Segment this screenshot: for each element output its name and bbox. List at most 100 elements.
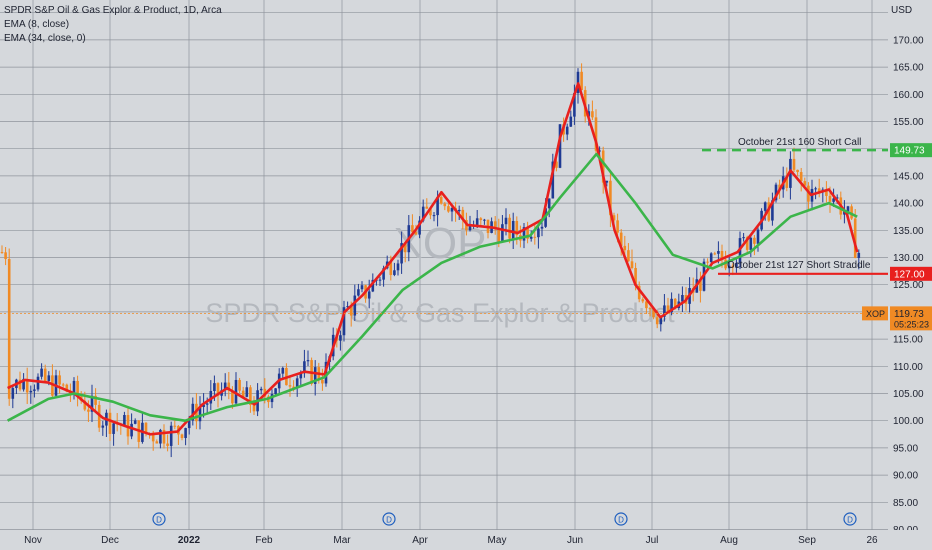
candle-body <box>537 228 540 238</box>
candle-body <box>389 261 393 275</box>
candle <box>447 202 450 213</box>
candle-body <box>756 229 760 244</box>
candle-body <box>774 184 778 201</box>
candle <box>43 364 47 383</box>
candle-body <box>526 227 529 239</box>
legend-title[interactable]: SPDR S&P Oil & Gas Explor & Product, 1D,… <box>4 5 222 16</box>
candle-body <box>591 111 594 118</box>
candle-body <box>400 243 403 264</box>
candle-body <box>436 196 439 216</box>
dividend-circle <box>843 512 857 526</box>
dividend-marker: D <box>152 512 166 526</box>
candle-body <box>292 386 295 389</box>
y-tick-label: 165.00 <box>893 63 924 74</box>
candle-body <box>357 289 360 296</box>
candle-body <box>0 252 4 254</box>
price-tag-call-text: 149.73 <box>894 146 925 157</box>
annotation-layer: October 21st 160 Short Call October 21st … <box>0 137 888 314</box>
x-tick-label: Jul <box>646 535 659 546</box>
candle-body <box>706 261 709 263</box>
candle-body <box>353 295 357 316</box>
candle-body <box>22 378 25 390</box>
candle-body <box>346 306 349 308</box>
candle-body <box>699 279 702 291</box>
candle-body <box>213 383 216 392</box>
candle-body <box>853 218 857 258</box>
candle-body <box>648 308 652 310</box>
candle <box>303 349 306 378</box>
candle-body <box>720 251 724 260</box>
candle-body <box>112 423 115 434</box>
candle-body <box>360 285 364 290</box>
candle-body <box>299 373 303 379</box>
candle-body <box>144 422 148 434</box>
candle <box>699 271 702 303</box>
y-tick-label: 130.00 <box>893 253 924 264</box>
candle-body <box>663 305 666 317</box>
candle <box>756 224 760 252</box>
candle-body <box>7 259 11 399</box>
candle <box>580 63 583 91</box>
candle-body <box>371 279 375 292</box>
candle-body <box>65 384 69 392</box>
candle-body <box>342 307 346 336</box>
candle-body <box>166 443 169 446</box>
legend-ema-slow[interactable]: EMA (34, close, 0) <box>4 33 86 44</box>
candle <box>76 375 79 407</box>
candle <box>238 377 241 394</box>
candle <box>641 297 645 304</box>
candle-body <box>832 198 835 202</box>
candle <box>227 371 231 400</box>
dividend-marker: D <box>843 512 857 526</box>
y-tick-label: 140.00 <box>893 199 924 210</box>
candle <box>735 259 738 273</box>
candle-body <box>666 305 670 313</box>
candle <box>133 418 137 425</box>
candle <box>94 388 97 412</box>
candle <box>630 249 634 270</box>
candle-body <box>295 378 299 389</box>
candle <box>313 360 317 396</box>
candle <box>411 214 414 233</box>
y-tick-label: 170.00 <box>893 35 924 46</box>
candle-body <box>501 224 504 243</box>
candle-body <box>850 206 853 219</box>
candle-body <box>630 261 634 268</box>
price-tag-call: 149.73 <box>890 143 932 158</box>
candle-body <box>745 237 749 250</box>
candle-body <box>540 226 544 229</box>
candle <box>771 192 774 226</box>
candle-body <box>169 425 173 446</box>
candle-body <box>529 236 533 239</box>
y-tick-label: 135.00 <box>893 226 924 237</box>
candle-body <box>555 161 558 168</box>
candle-body <box>659 316 663 325</box>
legend-ema-fast[interactable]: EMA (8, close) <box>4 19 70 30</box>
candle-body <box>281 367 285 374</box>
candle-body <box>573 93 576 117</box>
candle-body <box>36 376 40 390</box>
y-tick-label: 85.00 <box>893 498 918 509</box>
dividend-letter: D <box>156 516 162 525</box>
candle-body <box>123 415 126 426</box>
candle-body <box>634 267 637 286</box>
candle <box>753 235 756 256</box>
candle <box>821 187 825 203</box>
last-price-text: 119.73 <box>894 309 924 320</box>
candle-body <box>846 206 850 212</box>
candle <box>342 300 346 342</box>
candle <box>677 293 681 311</box>
candle <box>522 223 526 249</box>
candle-body <box>601 150 605 183</box>
candle-body <box>274 388 277 395</box>
candle-body <box>238 379 241 391</box>
candle-body <box>727 265 731 269</box>
candle-body <box>742 237 745 239</box>
candle-body <box>616 220 619 233</box>
candle <box>0 245 4 254</box>
candle-body <box>612 215 616 221</box>
candle <box>25 367 29 405</box>
candle <box>130 413 133 440</box>
y-tick-label: 110.00 <box>893 362 923 373</box>
